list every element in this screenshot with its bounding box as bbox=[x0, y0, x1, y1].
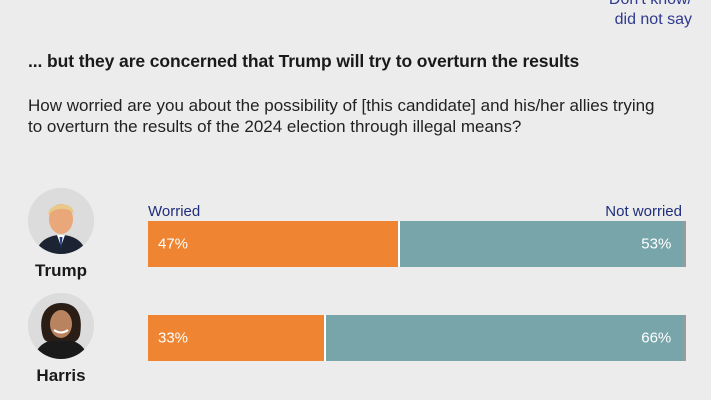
bar-segment-harris-dont-know bbox=[683, 315, 686, 361]
data-label-trump-worried: 47% bbox=[158, 235, 189, 253]
bar-harris: 33% 66% bbox=[148, 315, 686, 361]
survey-question: How worried are you about the possibilit… bbox=[28, 96, 655, 136]
legend-label-worried: Worried bbox=[148, 203, 201, 220]
harris-avatar bbox=[28, 293, 94, 359]
bar-segment-harris-not-worried: 66% bbox=[326, 315, 684, 361]
trump-avatar bbox=[28, 188, 94, 254]
candidate-name-trump: Trump bbox=[35, 261, 87, 280]
bar-segment-harris-worried: 33% bbox=[148, 315, 327, 361]
legend-note-line2: did not say bbox=[614, 11, 692, 28]
legend-note-dont-know: Don't know/ did not say bbox=[609, 0, 692, 30]
data-label-trump-not-worried: 53% bbox=[641, 235, 672, 253]
data-label-harris-worried: 33% bbox=[158, 329, 189, 347]
bar-segment-trump-worried: 47% bbox=[148, 221, 400, 267]
legend-label-not-worried: Not worried bbox=[605, 203, 682, 220]
candidate-name-harris: Harris bbox=[36, 366, 86, 385]
person-portrait-icon bbox=[28, 293, 94, 359]
person-portrait-icon bbox=[28, 188, 94, 254]
chart-headline: ... but they are concerned that Trump wi… bbox=[28, 51, 580, 71]
bar-segment-trump-not-worried: 53% bbox=[399, 221, 684, 267]
bar-trump: 47% 53% bbox=[148, 221, 686, 267]
bar-segment-trump-dont-know bbox=[683, 221, 686, 267]
data-label-harris-not-worried: 66% bbox=[641, 329, 672, 347]
legend-note-line1: Don't know/ bbox=[609, 0, 692, 10]
